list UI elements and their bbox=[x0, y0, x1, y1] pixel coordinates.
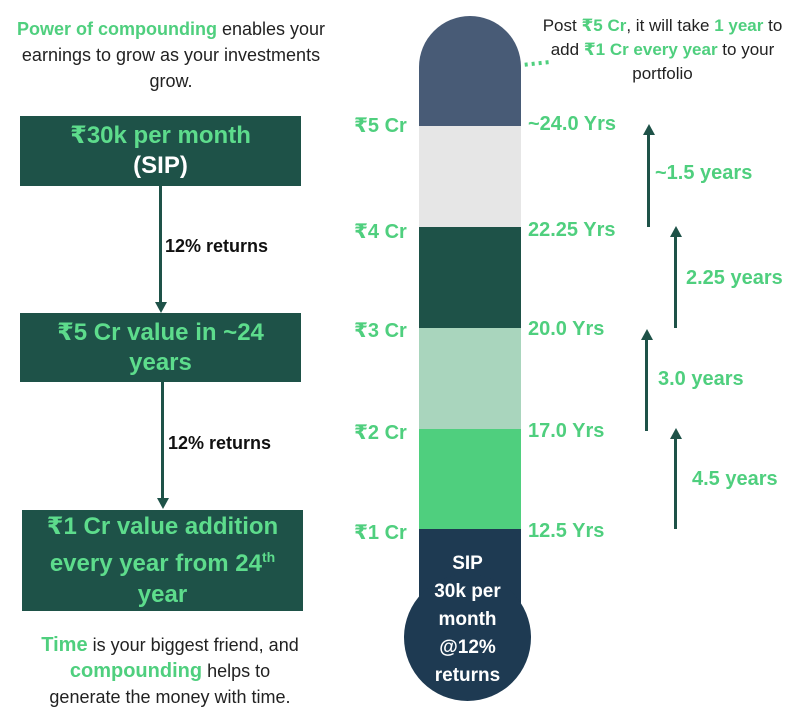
gap-arrowhead-1 bbox=[642, 124, 655, 135]
sip-box-line1: ₹30k per month bbox=[70, 122, 251, 149]
connector-arrowhead-1 bbox=[154, 302, 167, 313]
level-years-2: 17.0 Yrs bbox=[528, 420, 605, 442]
outro-line1: Time is your biggest friend, and bbox=[10, 632, 330, 658]
bulb-text: SIP 30k per month @12% returns bbox=[404, 550, 531, 690]
gap-arrow-1 bbox=[647, 135, 650, 227]
outro-text: Time is your biggest friend, and compoun… bbox=[10, 632, 330, 710]
level-amount-1: ₹1 Cr bbox=[354, 522, 407, 544]
thermometer-bulb bbox=[404, 574, 531, 701]
level-years-1: 12.5 Yrs bbox=[528, 520, 605, 542]
post-note-p4: to your portfolio bbox=[632, 40, 775, 83]
intro-highlight: Power of compounding bbox=[16, 19, 217, 39]
bulb-line-3: month bbox=[438, 609, 497, 630]
post-note-g1: ₹5 Cr bbox=[581, 16, 627, 35]
level-years-4: 22.25 Yrs bbox=[528, 219, 616, 241]
five-crore-box: ₹5 Cr value in ~24 years bbox=[20, 313, 301, 382]
one-crore-box-line3: year bbox=[137, 581, 188, 608]
gap-arrow-4 bbox=[674, 439, 677, 529]
one-crore-box-line2-sup: th bbox=[261, 549, 276, 565]
bulb-line-1: SIP bbox=[452, 553, 483, 574]
post-note: Post ₹5 Cr, it will take 1 year to add ₹… bbox=[540, 14, 785, 86]
thermometer-segment-4cr bbox=[419, 227, 521, 328]
post-note-g2: 1 year bbox=[714, 16, 764, 35]
outro-t1: is your biggest friend, and bbox=[87, 635, 299, 655]
one-crore-box-line2: every year from 24th bbox=[50, 542, 275, 579]
connector-arrowhead-2 bbox=[156, 498, 169, 509]
bulb-line-4: @12% bbox=[439, 637, 496, 658]
gap-label-2: 2.25 years bbox=[686, 267, 783, 289]
gap-label-4: 4.5 years bbox=[692, 468, 778, 490]
post-note-p2: , it will take bbox=[626, 16, 715, 35]
sip-box: ₹30k per month (SIP) bbox=[20, 116, 301, 186]
level-amount-2: ₹2 Cr bbox=[354, 422, 407, 444]
outro-line2: compounding helps to bbox=[10, 658, 330, 684]
one-crore-box-line2-text: every year from 24 bbox=[49, 550, 262, 577]
sip-box-line2: (SIP) bbox=[133, 152, 188, 179]
intro-rest: enables your earnings to grow as your in… bbox=[21, 19, 326, 91]
level-amount-4: ₹4 Cr bbox=[354, 221, 407, 243]
post-note-g3: ₹1 Cr every year bbox=[583, 40, 718, 59]
level-amount-3: ₹3 Cr bbox=[354, 320, 407, 342]
gap-arrowhead-3 bbox=[640, 329, 653, 340]
intro-text: Power of compounding enables your earnin… bbox=[10, 16, 332, 94]
gap-arrow-2 bbox=[674, 237, 677, 328]
thermometer-segment-5cr bbox=[419, 126, 521, 227]
level-amount-5: ₹5 Cr bbox=[354, 115, 407, 137]
thermometer-segment-2cr bbox=[419, 429, 521, 529]
level-years-5: ~24.0 Yrs bbox=[528, 113, 617, 135]
outro-line3: generate the money with time. bbox=[49, 687, 291, 707]
gap-arrowhead-4 bbox=[669, 428, 682, 439]
one-crore-addition-box: ₹1 Cr value addition every year from 24t… bbox=[22, 510, 303, 611]
five-crore-box-line1: ₹5 Cr value in ~24 bbox=[57, 318, 264, 346]
outro-time: Time bbox=[41, 634, 88, 656]
five-crore-box-line2: years bbox=[129, 348, 192, 376]
gap-label-1: ~1.5 years bbox=[655, 162, 753, 184]
bulb-line-5: returns bbox=[434, 665, 501, 686]
post-note-p1: Post bbox=[542, 16, 582, 35]
thermometer-segment-3cr bbox=[419, 328, 521, 429]
connector-line-1 bbox=[159, 186, 162, 302]
thermometer-top bbox=[419, 16, 521, 126]
returns-label-1: 12% returns bbox=[165, 236, 269, 256]
outro-t2: helps to bbox=[202, 661, 271, 681]
gap-label-3: 3.0 years bbox=[658, 368, 744, 390]
returns-label-2: 12% returns bbox=[168, 433, 272, 453]
bulb-line-2: 30k per bbox=[434, 581, 501, 602]
one-crore-box-line1: ₹1 Cr value addition bbox=[46, 513, 279, 540]
post-note-p3: to add bbox=[550, 16, 783, 59]
level-years-3: 20.0 Yrs bbox=[528, 318, 605, 340]
outro-compounding: compounding bbox=[69, 660, 203, 682]
connector-line-2 bbox=[161, 382, 164, 498]
gap-arrow-3 bbox=[645, 340, 648, 431]
gap-arrowhead-2 bbox=[669, 226, 682, 237]
